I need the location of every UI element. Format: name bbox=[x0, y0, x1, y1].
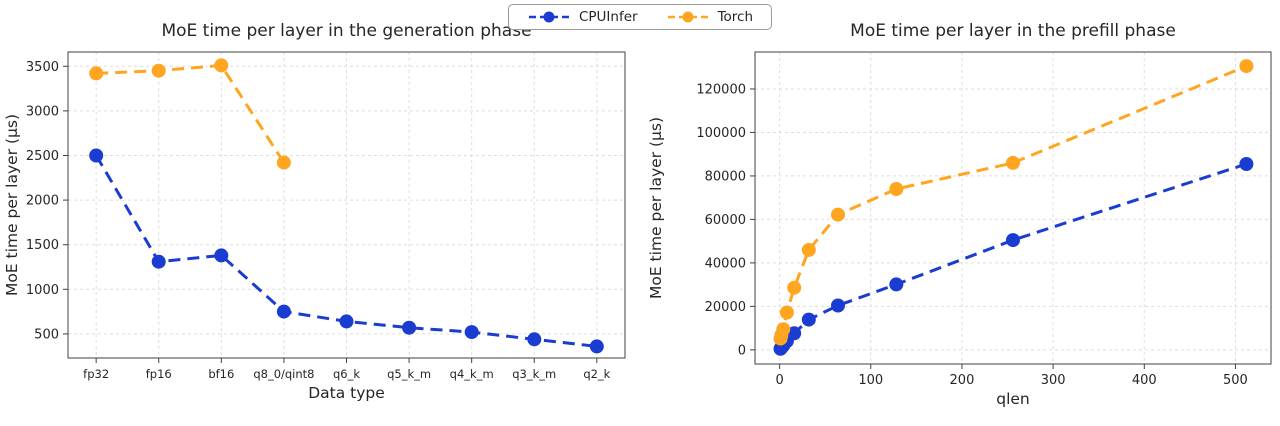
x-tick-label: q8_0/qint8 bbox=[253, 367, 314, 381]
data-point-cpuinfer bbox=[151, 254, 166, 269]
x-tick-label: 300 bbox=[1041, 373, 1066, 388]
legend-item-torch: Torch bbox=[666, 9, 753, 25]
data-point-torch bbox=[1006, 155, 1020, 170]
y-tick-label: 0 bbox=[738, 343, 746, 358]
y-axis-label: MoE time per layer (μs) bbox=[3, 114, 21, 296]
y-tick-label: 100000 bbox=[696, 126, 746, 141]
x-axis-label: qlen bbox=[996, 390, 1030, 408]
y-tick-label: 20000 bbox=[705, 300, 746, 315]
data-point-cpuinfer bbox=[402, 320, 417, 335]
chart-title: MoE time per layer in the prefill phase bbox=[850, 21, 1176, 41]
data-point-cpuinfer bbox=[276, 304, 291, 319]
data-point-cpuinfer bbox=[339, 314, 354, 329]
data-point-torch bbox=[831, 207, 845, 222]
chart-title: MoE time per layer in the generation pha… bbox=[161, 21, 531, 41]
torch-line-icon bbox=[667, 11, 708, 23]
x-tick-label: 400 bbox=[1132, 373, 1157, 388]
series-line-torch bbox=[96, 63, 286, 164]
x-axis-label: Data type bbox=[308, 384, 385, 402]
data-point-cpuinfer bbox=[589, 339, 604, 354]
legend-item-cpuinfer: CPUInfer bbox=[527, 9, 638, 25]
data-point-cpuinfer bbox=[527, 332, 542, 347]
data-point-torch bbox=[889, 182, 904, 196]
x-tick-label: fp16 bbox=[146, 367, 172, 381]
legend: CPUInfer Torch bbox=[507, 4, 773, 30]
x-tick-label: 0 bbox=[775, 373, 783, 388]
data-point-torch bbox=[151, 63, 166, 78]
generation-phase-chart: 500 1000 1500 2000 2500 3000 3500 fp32 fp16 bf16 q… bbox=[3, 21, 626, 402]
data-point-cpuinfer bbox=[89, 148, 104, 163]
data-point-torch bbox=[776, 322, 791, 337]
data-point-cpuinfer bbox=[1006, 233, 1020, 248]
prefill-phase-chart: 0 20000 40000 60000 80000 100000 120000 0 100 200… bbox=[647, 21, 1272, 408]
y-tick-label: 2500 bbox=[26, 149, 59, 164]
y-axis-label: MoE time per layer (μs) bbox=[647, 117, 665, 299]
data-point-cpuinfer bbox=[801, 312, 816, 327]
y-tick-label: 3000 bbox=[26, 104, 59, 119]
data-point-torch bbox=[787, 280, 802, 295]
data-point-torch bbox=[801, 242, 816, 257]
data-point-cpuinfer bbox=[831, 298, 845, 313]
x-tick-label: q6_k bbox=[333, 367, 360, 381]
legend-marker bbox=[682, 11, 694, 23]
data-point-torch bbox=[1239, 59, 1254, 74]
data-point-cpuinfer bbox=[1239, 157, 1254, 171]
y-tick-label: 120000 bbox=[696, 82, 746, 97]
x-tick-label: q4_k_m bbox=[450, 367, 494, 381]
y-tick-label: 1500 bbox=[26, 238, 59, 253]
y-tick-label: 500 bbox=[34, 327, 59, 342]
data-point-torch bbox=[89, 66, 104, 81]
x-tick-label: 500 bbox=[1223, 373, 1248, 388]
x-tick-label: 100 bbox=[858, 373, 883, 388]
x-tick-label: fp32 bbox=[83, 367, 109, 381]
y-tick-label: 60000 bbox=[705, 213, 746, 228]
y-tick-label: 1000 bbox=[26, 283, 59, 298]
x-tick-label: 200 bbox=[950, 373, 975, 388]
plot-border bbox=[754, 51, 1272, 365]
data-point-torch bbox=[214, 58, 229, 73]
legend-marker bbox=[543, 11, 555, 23]
y-tick-label: 3500 bbox=[26, 60, 59, 75]
y-tick-label: 80000 bbox=[705, 169, 746, 184]
data-point-cpuinfer bbox=[214, 248, 229, 263]
x-tick-label: q5_k_m bbox=[387, 367, 431, 381]
cpuinfer-line-icon bbox=[528, 11, 569, 23]
data-point-cpuinfer bbox=[889, 277, 904, 292]
data-point-cpuinfer bbox=[787, 326, 802, 341]
data-point-cpuinfer bbox=[464, 325, 479, 340]
x-tick-label: q3_k_m bbox=[512, 367, 556, 381]
data-point-torch bbox=[276, 155, 291, 170]
y-tick-label: 40000 bbox=[705, 256, 746, 271]
y-tick-label: 2000 bbox=[26, 194, 59, 209]
x-tick-label: q2_k bbox=[583, 367, 610, 381]
series-line-torch bbox=[779, 64, 1247, 339]
series-line-cpuinfer bbox=[779, 162, 1247, 350]
legend-label-cpuinfer: CPUInfer bbox=[578, 9, 638, 25]
legend-label-torch: Torch bbox=[717, 9, 754, 25]
x-tick-label: bf16 bbox=[208, 367, 234, 381]
data-point-torch bbox=[779, 305, 794, 320]
